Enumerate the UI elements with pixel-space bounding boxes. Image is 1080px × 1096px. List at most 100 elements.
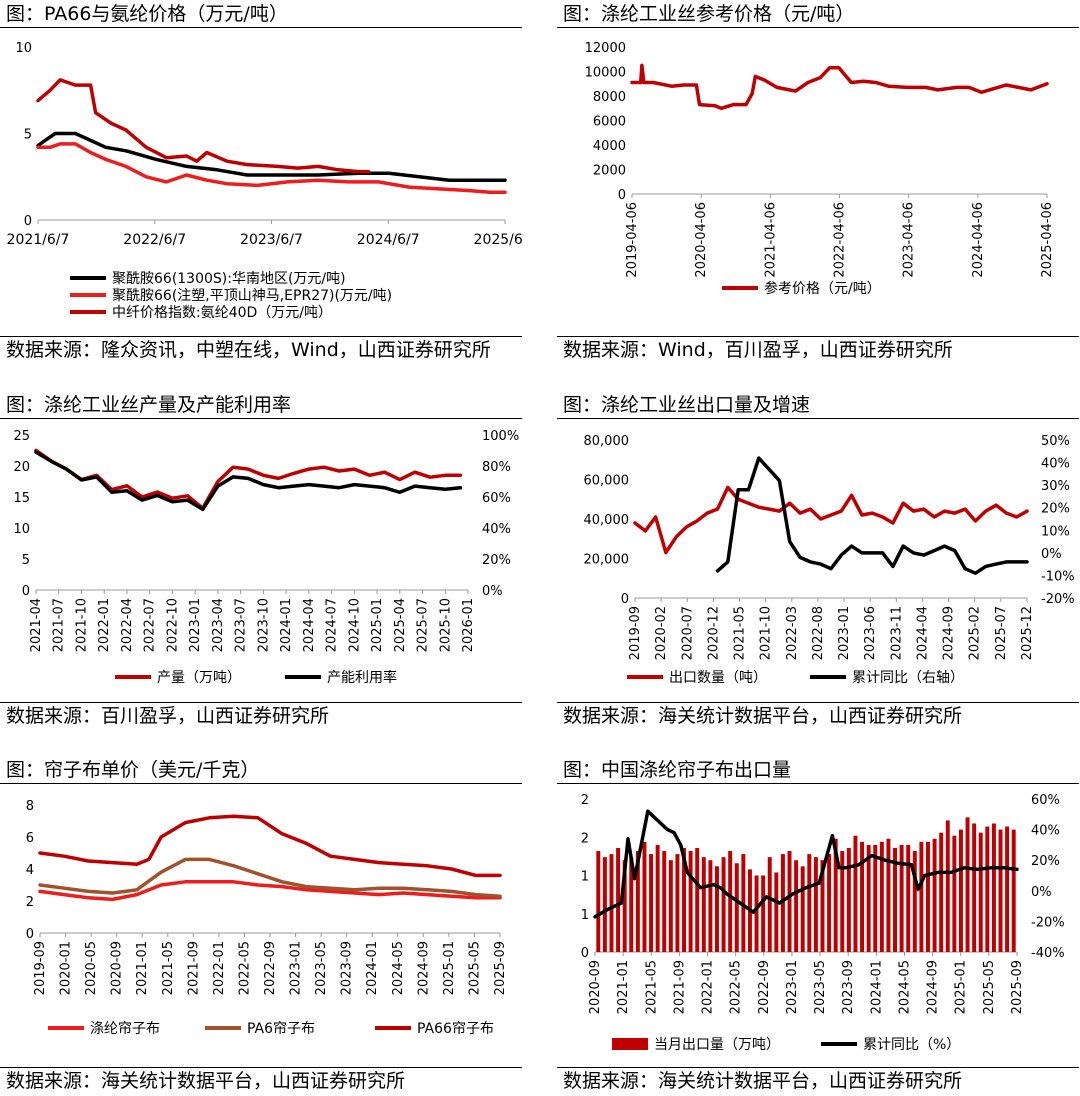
panel-polyester-yarn-output: 图：涤纶工业丝产量及产能利用率 0 5 10 15 20 25 0% 20% 40% 60% 80%… <box>0 391 522 731</box>
series-line <box>36 142 507 195</box>
y-tick-label: 4 <box>26 863 34 878</box>
y2-tick-label: 0% <box>482 584 503 599</box>
y-tick-label: 0 <box>621 592 629 607</box>
x-tick-label: 2024-10 <box>347 598 362 652</box>
y2-tick-label: 60% <box>482 491 511 506</box>
x-tick-label: 2023-06 <box>863 606 878 660</box>
legend-label: 聚酰胺66(注塑,平顶山神马,EPR27)(万元/吨) <box>112 288 392 304</box>
y2-tick-label: 20% <box>482 553 511 568</box>
panel-pa66-spandex-price: 图：PA66与氨纶价格（万元/吨） 0 5 10 2021/6/7 2022/6/7 20… <box>0 0 522 390</box>
x-tick-label: 2024-01 <box>279 598 294 652</box>
y2-tick-label: -20% <box>1031 915 1065 930</box>
bar <box>840 851 845 952</box>
bar <box>1011 829 1016 952</box>
x-tick-label: 2023-05 <box>314 941 329 995</box>
series-line <box>36 78 371 174</box>
legend-label: 累计同比（右轴） <box>852 670 964 686</box>
chart-source: 数据来源：隆众资讯，中塑在线，Wind，山西证券研究所 <box>0 336 522 363</box>
x-tick-label: 2021-01 <box>135 941 150 995</box>
x-tick-label: 2024-09 <box>416 941 431 995</box>
x-tick-label: 2025-09 <box>1010 960 1025 1014</box>
y-tick-label: 12000 <box>585 41 626 56</box>
panel-polyester-yarn-price: 图：涤纶工业丝参考价格（元/吨） 0 2000 4000 6000 8000 10000 1… <box>557 0 1079 370</box>
y-tick-label: 25 <box>13 429 30 444</box>
bar <box>886 838 891 952</box>
x-tick-label: 2023-04 <box>211 598 226 652</box>
x-tick-label: 2025-05 <box>467 941 482 995</box>
x-tick-label: 2021-01 <box>616 960 631 1014</box>
y-tick-label: 5 <box>22 553 30 568</box>
bar <box>853 835 858 952</box>
legend-label: 涤纶帘子布 <box>90 1021 160 1037</box>
bar <box>734 863 739 952</box>
x-tick-label: 2021-09 <box>672 960 687 1014</box>
x-tick-label: 2022-09 <box>263 941 278 995</box>
x-tick-label: 2022-08 <box>811 606 826 660</box>
bar <box>899 844 904 952</box>
y-tick-label: 2000 <box>593 164 626 179</box>
x-tick-label: 2024-05 <box>897 960 912 1014</box>
x-tick-label: 2021/6/7 <box>7 232 70 248</box>
x-tick-label: 2021-04 <box>29 598 44 652</box>
legend-label: 产能利用率 <box>327 669 397 686</box>
y-tick-label: 6 <box>26 831 34 846</box>
chart-title: 图：帘子布单价（美元/千克） <box>0 756 522 784</box>
bar <box>978 832 983 952</box>
y-tick-label: 0 <box>24 214 32 229</box>
x-tick-label: 2020-02 <box>654 606 669 660</box>
x-tick-label: 2022-01 <box>212 941 227 995</box>
bar <box>991 823 996 952</box>
y2-tick-label: -20% <box>1041 592 1075 607</box>
legend-label: 当月出口量（万吨） <box>654 1037 780 1053</box>
bar <box>761 875 766 952</box>
series-line <box>633 485 1029 555</box>
bar <box>721 857 726 952</box>
bar <box>728 851 733 952</box>
x-tick-label: 2020-07 <box>680 606 695 660</box>
bar <box>675 854 680 952</box>
y-tick-label: 20,000 <box>584 553 630 568</box>
x-tick-label: 2021-10 <box>74 598 89 652</box>
x-tick-label: 2024-09 <box>926 960 941 1014</box>
bar <box>807 854 812 952</box>
bar <box>708 860 713 952</box>
bar <box>945 820 950 952</box>
x-tick-label: 2024-04-06 <box>971 202 986 278</box>
x-tick-label: 2023/6/7 <box>240 232 303 248</box>
bar <box>609 854 614 952</box>
y-tick-label: 80,000 <box>584 434 630 449</box>
x-tick-label: 2025-09 <box>493 941 508 995</box>
y-tick-label: 10 <box>15 41 32 56</box>
x-tick-label: 2021-04-06 <box>763 202 778 278</box>
y2-tick-label: -10% <box>1041 569 1075 584</box>
bar <box>655 844 660 952</box>
bar <box>958 829 963 952</box>
chart-polyester-yarn-export: 0 20,000 40,000 60,000 80,000 -20% -10% 0% 10% 20… <box>584 434 1075 686</box>
series-line <box>38 814 502 878</box>
bar <box>668 860 673 952</box>
x-tick-label: 2024-05 <box>391 941 406 995</box>
x-tick-label: 2021-09 <box>186 941 201 995</box>
bar <box>939 832 944 952</box>
panel-polyester-yarn-export: 图：涤纶工业丝出口量及增速 0 20,000 40,000 60,000 80,000 -… <box>557 391 1079 731</box>
x-tick-label: 2020-01 <box>59 941 74 995</box>
y-tick-label: 0 <box>581 946 589 961</box>
y2-tick-label: -40% <box>1031 946 1065 961</box>
y2-tick-label: 0% <box>1041 547 1062 562</box>
bar <box>813 857 818 952</box>
chart-title: 图：涤纶工业丝参考价格（元/吨） <box>557 0 1079 28</box>
x-tick-label: 2025-12 <box>1020 606 1035 660</box>
bar <box>893 847 897 952</box>
bar <box>662 851 667 952</box>
x-tick-label: 2019-04-06 <box>625 202 640 278</box>
x-tick-label: 2023-01 <box>837 606 852 660</box>
x-tick-label: 2023-01 <box>785 960 800 1014</box>
legend-label: 聚酰胺66(1300S):华南地区(万元/吨) <box>112 271 346 287</box>
y-tick-label: 6000 <box>593 115 626 130</box>
x-tick-label: 2022-05 <box>237 941 252 995</box>
x-tick-label: 2024/6/7 <box>357 232 420 248</box>
bar <box>602 857 607 952</box>
x-tick-label: 2025-10 <box>438 598 453 652</box>
bar <box>833 838 838 952</box>
x-tick-label: 2024-09 <box>942 606 957 660</box>
